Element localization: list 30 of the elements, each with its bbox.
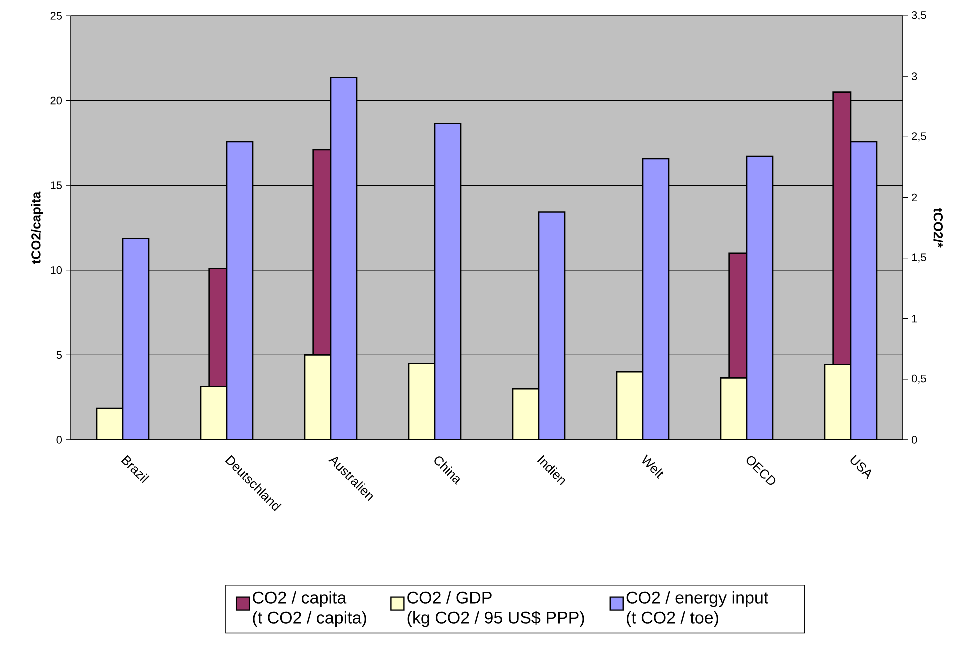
y2-tick-label: 3,5 bbox=[912, 11, 926, 21]
y-tick-label: 25 bbox=[50, 12, 62, 20]
bar bbox=[824, 364, 852, 440]
y2-tick-label: 1,5 bbox=[912, 254, 926, 263]
bar bbox=[96, 408, 124, 440]
bar bbox=[539, 212, 566, 440]
y2-tick-label: 3 bbox=[912, 72, 918, 80]
y-tick-label: 15 bbox=[51, 182, 62, 190]
y2-tick-label: 1 bbox=[912, 315, 918, 323]
y2-tick-label: 0 bbox=[912, 436, 918, 444]
y2-axis-title: tCO2/* bbox=[934, 208, 944, 248]
bar bbox=[226, 141, 254, 440]
bar bbox=[434, 123, 462, 440]
y2-tick-label: 2 bbox=[912, 194, 918, 202]
bar bbox=[746, 156, 774, 440]
y-tick-label: 5 bbox=[56, 351, 62, 360]
bar bbox=[616, 372, 644, 440]
bar bbox=[408, 363, 436, 440]
y2-tick-label: 2,5 bbox=[912, 132, 926, 142]
legend-label: CO2 / energy input (t CO2 / toe) bbox=[626, 591, 769, 628]
legend-label: CO2 / capita (t CO2 / capita) bbox=[253, 591, 366, 628]
y-tick-label: 0 bbox=[56, 436, 62, 444]
y2-tick-label: 0,5 bbox=[912, 374, 926, 384]
y-axis-title: tCO2/capita bbox=[31, 192, 44, 264]
bar bbox=[122, 238, 150, 440]
y-tick-label: 20 bbox=[50, 96, 62, 105]
bar bbox=[642, 158, 670, 440]
bar bbox=[513, 389, 540, 440]
y-tick-label: 10 bbox=[51, 266, 62, 274]
legend-label: CO2 / GDP (kg CO2 / 95 US$ PPP) bbox=[408, 591, 584, 628]
